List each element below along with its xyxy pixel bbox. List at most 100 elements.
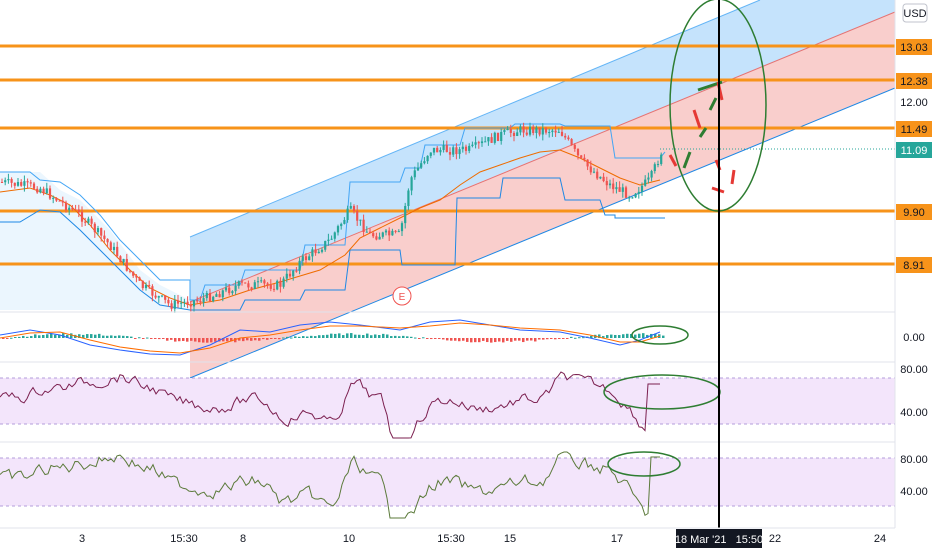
macd-histogram bbox=[2, 333, 665, 343]
candle-body bbox=[199, 301, 202, 303]
macd-highlight-ellipse[interactable] bbox=[631, 325, 689, 345]
macd-bar bbox=[654, 333, 657, 338]
stoch-highlight-ellipse[interactable] bbox=[607, 451, 681, 477]
channel-mid-line bbox=[189, 11, 896, 303]
price-scale[interactable]: USD 13.03 12.38 12.00 11.49 11.09 9.90 8… bbox=[894, 0, 932, 550]
candle-body bbox=[16, 182, 20, 186]
macd-bar bbox=[566, 338, 569, 339]
candle-body bbox=[148, 285, 151, 287]
macd-bar bbox=[122, 335, 125, 338]
macd-bar bbox=[262, 338, 265, 340]
candle-body bbox=[96, 228, 100, 233]
macd-bar bbox=[374, 334, 377, 338]
price-tag-last[interactable]: 11.09 bbox=[896, 142, 932, 158]
candle-body bbox=[103, 235, 106, 239]
candle-body bbox=[42, 188, 45, 194]
candle-body bbox=[234, 285, 237, 292]
candle-body bbox=[340, 223, 343, 227]
candle-body bbox=[202, 298, 205, 303]
candle-body bbox=[157, 296, 160, 298]
candle-body bbox=[519, 126, 522, 133]
macd-bar bbox=[518, 338, 521, 341]
rsi-scale-label: 40.00 bbox=[900, 407, 928, 419]
candle-body bbox=[317, 251, 320, 254]
macd-bar bbox=[242, 338, 245, 342]
price-tag-9-90[interactable]: 9.90 bbox=[896, 204, 932, 220]
candle-body bbox=[196, 300, 199, 302]
stoch-pane[interactable] bbox=[0, 451, 895, 519]
candle-body bbox=[362, 219, 365, 232]
macd-bar bbox=[182, 338, 185, 341]
earnings-marker[interactable]: E bbox=[392, 286, 412, 306]
candle-body bbox=[93, 223, 96, 233]
macd-bar bbox=[114, 335, 117, 338]
macd-bar bbox=[134, 338, 137, 339]
candle-body bbox=[173, 300, 176, 309]
macd-bar bbox=[106, 335, 109, 338]
candle-body bbox=[512, 132, 516, 136]
candle-body bbox=[132, 271, 135, 276]
envelope-lower-line bbox=[0, 177, 665, 311]
candle-body bbox=[442, 145, 445, 150]
macd-bar bbox=[330, 333, 333, 338]
macd-bar bbox=[82, 334, 85, 338]
macd-bar bbox=[370, 335, 373, 338]
macd-bar bbox=[150, 338, 153, 339]
price-tag-8-91[interactable]: 8.91 bbox=[896, 257, 932, 273]
price-tag-11-49[interactable]: 11.49 bbox=[896, 121, 932, 137]
candle-body bbox=[141, 280, 144, 289]
macd-pane[interactable] bbox=[0, 311, 895, 363]
macd-bar bbox=[18, 336, 21, 338]
candle-body bbox=[474, 142, 477, 145]
candle-body bbox=[420, 163, 423, 168]
price-tag-12-38[interactable]: 12.38 bbox=[896, 73, 932, 89]
candle-body bbox=[404, 206, 407, 224]
macd-bar bbox=[158, 338, 161, 340]
stoch-line bbox=[0, 451, 660, 519]
macd-bar bbox=[630, 334, 633, 338]
macd-bar bbox=[322, 335, 325, 338]
candle-body bbox=[71, 207, 74, 210]
macd-bar bbox=[210, 338, 213, 343]
candlestick-series[interactable] bbox=[0, 122, 663, 313]
candle-body bbox=[48, 188, 52, 199]
macd-bar bbox=[66, 334, 69, 338]
candle-body bbox=[266, 283, 269, 285]
macd-bar bbox=[138, 337, 141, 339]
candle-body bbox=[164, 295, 167, 300]
candle-body bbox=[68, 207, 71, 211]
rsi-pane[interactable] bbox=[0, 371, 895, 443]
macd-bar bbox=[302, 336, 305, 338]
currency-badge[interactable] bbox=[902, 3, 928, 23]
macd-bar bbox=[98, 333, 101, 338]
macd-bar bbox=[610, 334, 613, 338]
candle-body bbox=[180, 302, 183, 304]
macd-bar bbox=[390, 336, 393, 338]
candle-body bbox=[548, 132, 551, 134]
candle-body bbox=[506, 129, 509, 131]
candle-body bbox=[240, 281, 244, 283]
currency-label: USD bbox=[903, 8, 926, 20]
macd-bar bbox=[546, 338, 549, 340]
candle-body bbox=[503, 130, 506, 132]
macd-bar bbox=[94, 334, 97, 338]
candle-body bbox=[122, 258, 125, 263]
price-tag-13[interactable]: 13.03 bbox=[896, 39, 932, 55]
macd-bar bbox=[238, 338, 241, 341]
candle-body bbox=[640, 185, 644, 192]
candle-body bbox=[416, 167, 420, 171]
candle-body bbox=[560, 131, 564, 136]
candle-body bbox=[263, 280, 266, 284]
macd-bar bbox=[266, 338, 269, 340]
macd-bar bbox=[642, 333, 645, 338]
price-tag-label: 13.03 bbox=[900, 42, 928, 54]
time-scale[interactable]: 3 15:30 8 10 15:30 15 17 22 24 18 Mar '2… bbox=[0, 527, 932, 550]
candle-body bbox=[186, 301, 189, 305]
candle-body bbox=[436, 147, 439, 153]
macd-bar bbox=[394, 335, 397, 338]
candle-body bbox=[461, 146, 464, 150]
candle-body bbox=[314, 249, 317, 254]
time-label: 15 bbox=[504, 533, 516, 545]
macd-bar bbox=[286, 336, 289, 338]
